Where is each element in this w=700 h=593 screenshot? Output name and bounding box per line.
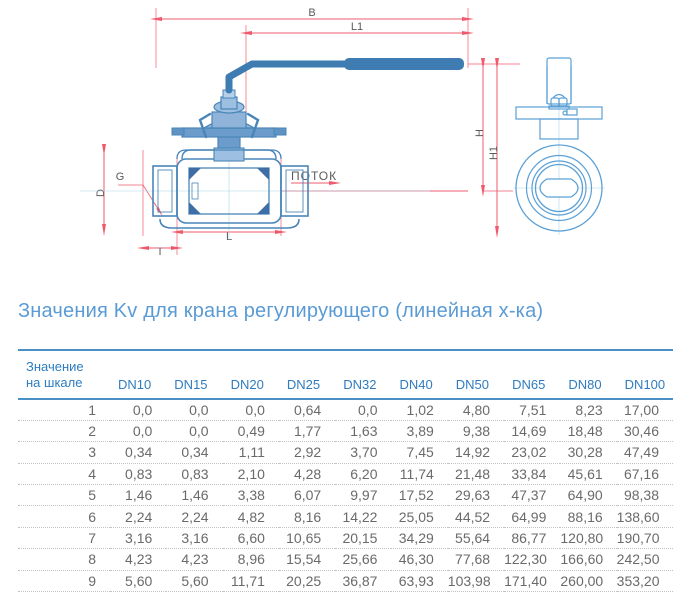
svg-text:D: D bbox=[95, 189, 107, 197]
svg-text:H1: H1 bbox=[488, 146, 500, 160]
svg-text:I: I bbox=[158, 246, 161, 258]
svg-text:H: H bbox=[474, 129, 486, 137]
svg-text:L1: L1 bbox=[351, 21, 363, 33]
svg-text:ПОТОК: ПОТОК bbox=[291, 169, 337, 183]
svg-text:B: B bbox=[308, 7, 315, 19]
svg-text:G: G bbox=[116, 171, 125, 183]
